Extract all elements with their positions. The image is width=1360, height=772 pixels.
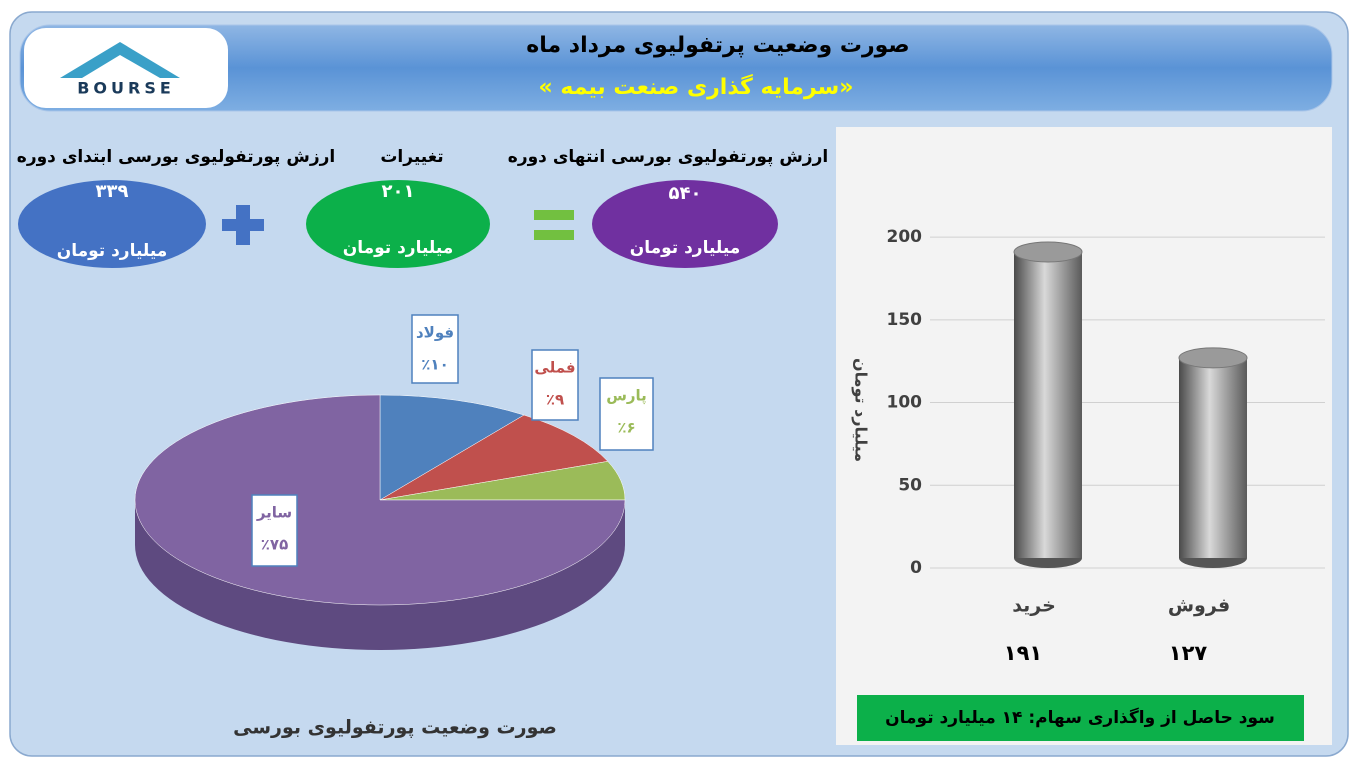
summary-label: تغییرات (380, 147, 443, 167)
x-tick-label: خرید (1012, 595, 1056, 617)
bar-top (1013, 241, 1083, 263)
callout-box (599, 377, 654, 451)
y-tick-label: 0 (910, 558, 922, 578)
equals-sign (534, 230, 574, 240)
bar (1014, 251, 1082, 558)
plus-sign (222, 205, 264, 245)
value-label: ۱۹۱ (1004, 641, 1042, 665)
bar (1179, 357, 1247, 558)
logo-box (24, 28, 228, 108)
slice-value: ٪۶ (617, 419, 635, 437)
summary-value: ۵۴۰ (669, 183, 702, 204)
slice-value: ٪۱۰ (421, 356, 448, 374)
slice-label: فولاد (416, 324, 454, 342)
slice-value: ٪۷۵ (261, 536, 288, 554)
logo-shape (60, 42, 180, 78)
summary-label: ارزش پورتفولیوی بورسی انتهای دوره (508, 147, 828, 167)
slice-label: سایر (256, 504, 292, 522)
note-box (857, 695, 1304, 741)
header-subtitle: «سرمایه گذاری صنعت بیمه » (538, 73, 853, 100)
summary-unit: میلیارد تومان (57, 241, 168, 261)
y-tick-label: 200 (887, 227, 923, 247)
summary-unit: میلیارد تومان (343, 238, 454, 258)
y-tick-label: 100 (887, 393, 923, 413)
slice-label: فملی (534, 359, 575, 377)
callout-box (411, 314, 459, 384)
y-axis-label: میلیارد تومان (852, 358, 871, 462)
y-tick-label: 50 (898, 475, 922, 495)
header-title: صورت وضعیت پرتفولیوی مرداد ماه (526, 33, 909, 58)
pie-title: صورت وضعیت پورتفولیوی بورسی (233, 717, 557, 739)
pie-slice (379, 414, 609, 501)
bar-panel (836, 127, 1332, 745)
equals-sign (534, 210, 574, 220)
slice-value: ٪۹ (546, 391, 564, 409)
value-label: ۱۲۷ (1169, 641, 1208, 665)
summary-oval (306, 180, 490, 268)
charts: فولاد ٪۱۰ فملی ٪۹ پارس ٪۶ سایر ٪۷۵ صورت وضعیت پو… (134, 227, 1325, 739)
summary-oval (18, 180, 206, 268)
x-tick-label: فروش (1168, 595, 1230, 617)
bar-top (1178, 347, 1248, 369)
logo-text: BOURSE (77, 79, 175, 98)
summary-value: ۳۳۹ (96, 181, 129, 202)
y-tick-label: 150 (887, 310, 923, 330)
summary-label: ارزش پورتفولیوی بورسی ابتدای دوره (17, 147, 335, 167)
pie-slice (379, 394, 525, 501)
note: سود حاصل از واگذاری سهام: ۱۴ میلیارد توم… (885, 707, 1275, 728)
callout-box (531, 349, 579, 421)
header-bar (19, 24, 1333, 112)
slice-label: پارس (606, 387, 647, 406)
summary-oval (592, 180, 778, 268)
summary-value: ۲۰۱ (382, 181, 415, 202)
callout-box (251, 494, 298, 567)
summary-unit: میلیارد تومان (630, 238, 741, 258)
